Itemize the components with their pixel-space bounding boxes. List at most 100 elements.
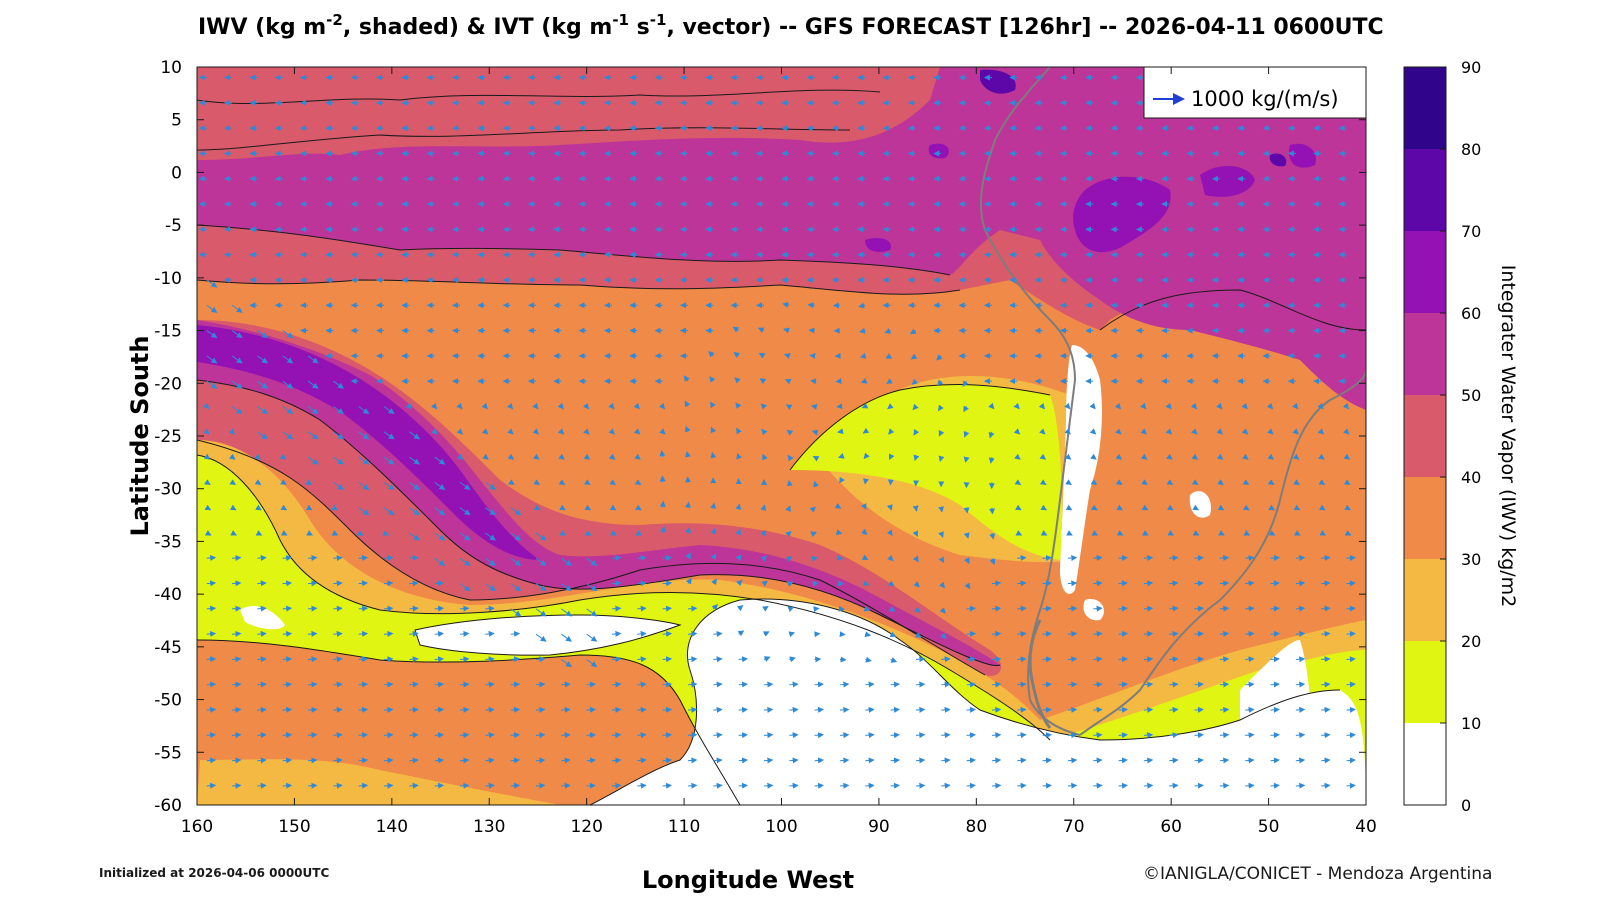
colorbar-ticks: 90 80 70 60 50 40 30 20 10 0 xyxy=(1440,58,1481,815)
ivt-vector-arrow xyxy=(308,706,318,713)
iwv-region-50-60-north xyxy=(197,67,1366,410)
ivt-vector-arrow xyxy=(662,605,673,612)
ivt-vector-arrow xyxy=(991,757,1002,764)
ivt-vector-arrow xyxy=(687,757,698,764)
ivt-vector-arrow xyxy=(382,530,389,536)
ivt-vector-arrow xyxy=(257,406,269,415)
ivt-vector-arrow xyxy=(257,732,267,739)
ivt-vector-arrow xyxy=(282,605,293,612)
x-tick-label: 150 xyxy=(278,817,310,837)
ivt-vector-arrow xyxy=(558,453,565,460)
ivt-vector-arrow xyxy=(687,706,698,713)
ivt-vector-arrow xyxy=(434,580,445,587)
ivt-vector-arrow xyxy=(308,757,318,764)
ivt-vector-arrow xyxy=(307,431,319,440)
ivt-vector-arrow xyxy=(254,453,261,460)
ivt-vector-arrow xyxy=(989,507,995,515)
x-tick-label: 70 xyxy=(1063,817,1085,837)
ivt-vector-arrow xyxy=(966,732,976,739)
ivt-vector-arrow xyxy=(1268,530,1276,536)
ivt-vector-arrow xyxy=(434,605,445,612)
y-tick-label: -20 xyxy=(154,374,182,394)
ivt-vector-arrow xyxy=(586,608,598,617)
ivt-vector-arrow xyxy=(282,706,293,713)
ivt-vector-arrow xyxy=(713,656,723,663)
ivt-vector-arrow xyxy=(736,604,744,612)
ivt-vector-arrow xyxy=(358,656,369,663)
ivt-vector-arrow xyxy=(459,757,470,764)
ivt-vector-arrow xyxy=(1219,782,1230,789)
ivt-vector-arrow xyxy=(814,681,825,688)
ivt-vector-arrow xyxy=(409,732,419,739)
ivt-vector-arrow xyxy=(914,606,921,613)
ivt-vector-arrow xyxy=(510,630,521,637)
ivt-vector-arrow xyxy=(938,506,945,513)
ivt-vector-arrow xyxy=(1346,656,1356,663)
ivt-vector-arrow xyxy=(784,378,792,385)
ivt-vector-arrow xyxy=(609,504,617,511)
ivt-vector-arrow xyxy=(333,456,344,465)
colorbar-tick-label: 20 xyxy=(1461,632,1481,651)
ivt-vector-arrow xyxy=(637,580,647,587)
ivt-vector-arrow xyxy=(1118,656,1128,663)
ivt-vector-arrow xyxy=(358,406,370,415)
ivt-vector-arrow xyxy=(633,402,640,410)
ivt-vector-arrow xyxy=(966,706,976,713)
ivt-vector-arrow xyxy=(383,431,395,440)
ivt-vector-arrow xyxy=(282,406,294,415)
ivt-vector-arrow xyxy=(736,452,742,460)
ivt-vector-arrow xyxy=(383,782,394,789)
ivt-vector-arrow xyxy=(1042,555,1052,562)
ivt-vector-arrow xyxy=(915,656,926,663)
ivt-vector-arrow xyxy=(1346,681,1356,688)
ivt-vector-arrow xyxy=(763,706,774,713)
ivt-vector-arrow xyxy=(1270,555,1280,562)
ivt-vector-field xyxy=(198,74,1356,789)
ivt-vector-arrow xyxy=(1245,757,1255,764)
colorbar-tick-label: 90 xyxy=(1461,58,1481,77)
ivt-vector-arrow xyxy=(481,428,489,435)
ivt-vector-arrow xyxy=(532,428,540,435)
ivt-vector-arrow xyxy=(635,530,643,536)
ivt-vector-arrow xyxy=(763,732,774,739)
ivt-vector-arrow xyxy=(358,456,370,465)
ivt-vector-arrow xyxy=(383,507,395,516)
ivt-vector-arrow xyxy=(1321,656,1331,663)
ivt-vector-arrow xyxy=(762,631,770,637)
ivt-vector-arrow xyxy=(811,555,818,562)
x-axis-label: Longitude West xyxy=(642,866,854,894)
ivt-vector-arrow xyxy=(232,732,242,739)
ivt-vector-arrow xyxy=(732,326,740,333)
ivt-vector-arrow xyxy=(305,504,313,511)
ivt-vector-arrow xyxy=(785,404,793,411)
ivt-vector-arrow xyxy=(232,580,242,587)
ivt-vector-arrow xyxy=(257,757,267,764)
ivt-vector-arrow xyxy=(888,606,896,612)
ivt-vector-arrow xyxy=(1143,732,1154,739)
ivt-vector-arrow xyxy=(1118,706,1128,713)
ivt-vector-arrow xyxy=(913,454,920,462)
ivt-vector-arrow xyxy=(611,706,622,713)
ivt-vector-arrow xyxy=(611,757,622,764)
ivt-vector-arrow xyxy=(535,757,546,764)
ivt-vector-arrow xyxy=(331,530,339,536)
ivt-vector-arrow xyxy=(409,456,420,465)
ivt-vector-arrow xyxy=(358,630,369,637)
ivt-vector-arrow xyxy=(634,479,642,486)
ivt-vector-arrow xyxy=(865,681,875,688)
ivt-vector-arrow xyxy=(713,681,723,688)
ivt-vector-arrow xyxy=(941,732,951,739)
iwv-region-60-70-river xyxy=(197,325,540,560)
ivt-vector-arrow xyxy=(1115,479,1123,486)
ivt-vector-arrow xyxy=(229,504,237,511)
ivt-vector-arrow xyxy=(738,782,749,789)
ivt-vector-arrow xyxy=(966,630,976,637)
ivt-vector-arrow xyxy=(662,706,673,713)
ivt-vector-arrow xyxy=(434,507,446,516)
ivt-vector-arrow xyxy=(989,558,996,566)
ivt-vector-arrow xyxy=(637,630,647,637)
ivt-vector-arrow xyxy=(1216,402,1223,410)
ivt-vector-arrow xyxy=(1091,530,1099,536)
ivt-vector-arrow xyxy=(206,782,217,789)
ivt-vector-arrow xyxy=(510,782,521,789)
